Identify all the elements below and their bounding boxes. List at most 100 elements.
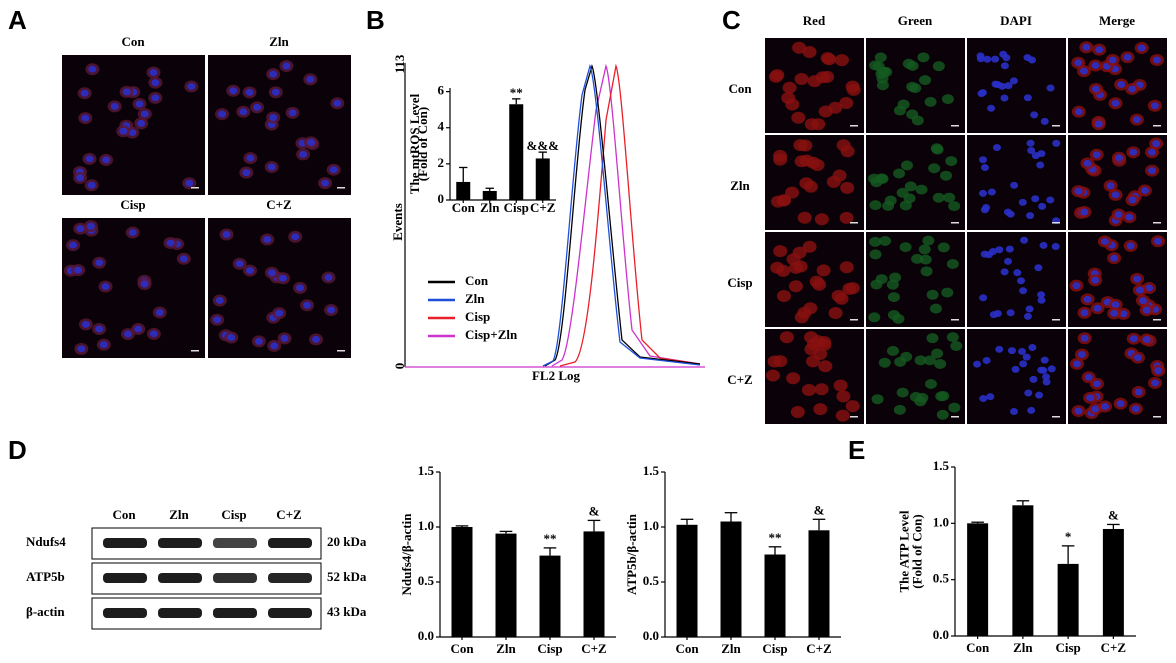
legend-label: Con — [465, 273, 489, 288]
nucleus — [306, 75, 315, 83]
nucleus — [311, 335, 320, 343]
x-tick-label: Con — [966, 640, 990, 655]
nucleus — [1153, 237, 1162, 245]
nucleus — [246, 154, 255, 162]
nucleus — [321, 179, 330, 187]
x-tick-label: Con — [452, 200, 476, 215]
column-label: Green — [898, 13, 933, 28]
nucleus — [95, 325, 104, 333]
cell — [814, 213, 829, 226]
nucleus — [239, 108, 248, 116]
nucleus — [218, 110, 227, 118]
bar — [509, 104, 524, 200]
nucleus — [128, 129, 137, 137]
nucleus — [155, 309, 164, 317]
histogram-curve — [542, 64, 701, 367]
cell — [834, 54, 849, 67]
nucleus — [978, 189, 987, 197]
nucleus — [1051, 243, 1060, 251]
nucleus — [86, 222, 95, 230]
scale-bar — [1052, 319, 1060, 321]
nucleus — [101, 283, 110, 291]
nucleus — [999, 50, 1008, 58]
cell — [773, 153, 788, 166]
nucleus — [1042, 378, 1051, 386]
scale-bar — [1052, 125, 1060, 127]
nucleus — [1095, 46, 1104, 54]
cell — [917, 52, 930, 63]
nucleus — [1040, 356, 1049, 364]
cell — [801, 383, 816, 396]
nucleus — [998, 82, 1007, 90]
nucleus — [1037, 296, 1046, 304]
cell — [889, 272, 902, 283]
cell — [950, 341, 963, 352]
cell — [919, 75, 932, 86]
nucleus — [329, 166, 338, 174]
cell — [833, 379, 848, 392]
nucleus — [1080, 334, 1089, 342]
cell — [915, 184, 928, 195]
nucleus — [271, 88, 280, 96]
cell — [941, 94, 954, 105]
cell — [926, 289, 939, 300]
nucleus — [979, 294, 988, 302]
column-label: Red — [803, 13, 826, 28]
y-tick-label: 1.5 — [933, 458, 950, 473]
cell — [836, 139, 851, 152]
bar — [583, 531, 605, 637]
column-label: Merge — [1099, 13, 1135, 28]
cell — [875, 173, 888, 184]
y-axis-label: ATP5b/β-actin — [624, 513, 639, 595]
lane-label: Con — [112, 507, 136, 522]
nucleus — [976, 52, 985, 60]
nucleus — [85, 155, 94, 163]
nucleus — [1093, 304, 1102, 312]
nucleus — [1023, 54, 1032, 62]
scale-bar — [1153, 125, 1161, 127]
nucleus — [280, 334, 289, 342]
cell — [931, 144, 944, 155]
cell — [798, 139, 813, 152]
nucleus — [1092, 380, 1101, 388]
nucleus — [1018, 347, 1027, 355]
cell — [832, 169, 847, 182]
scale-bar — [191, 350, 199, 352]
nucleus — [1135, 286, 1144, 294]
nucleus — [242, 169, 251, 177]
nucleus — [1074, 187, 1083, 195]
blot-band — [213, 608, 257, 618]
x-tick-label: Zln — [496, 641, 516, 656]
nucleus — [980, 164, 989, 172]
cell — [894, 356, 907, 367]
panel-label: B — [366, 5, 385, 35]
bar — [967, 523, 989, 636]
blot-band — [158, 608, 202, 618]
nucleus — [1000, 268, 1009, 276]
micrographs — [62, 38, 1167, 424]
nucleus — [267, 269, 276, 277]
nucleus — [1091, 61, 1100, 69]
scale-bar — [850, 416, 858, 418]
nucleus — [1074, 108, 1083, 116]
nucleus — [333, 99, 342, 107]
nucleus — [1027, 406, 1036, 414]
nucleus — [1005, 245, 1014, 253]
nucleus — [1134, 388, 1143, 396]
annotation: & — [589, 504, 600, 519]
cell — [946, 332, 959, 343]
nucleus — [1016, 277, 1025, 285]
row-label: C+Z — [727, 372, 753, 387]
nucleus — [306, 138, 315, 146]
legend-label: Cisp+Zln — [465, 327, 518, 342]
cell — [839, 261, 854, 274]
cell — [777, 194, 792, 207]
nucleus — [69, 241, 78, 249]
bar — [1102, 528, 1124, 636]
cell — [879, 236, 892, 247]
nucleus — [1023, 312, 1032, 320]
nucleus — [1148, 167, 1157, 175]
cell — [845, 400, 860, 413]
scale-bar — [951, 416, 959, 418]
nucleus — [87, 181, 96, 189]
